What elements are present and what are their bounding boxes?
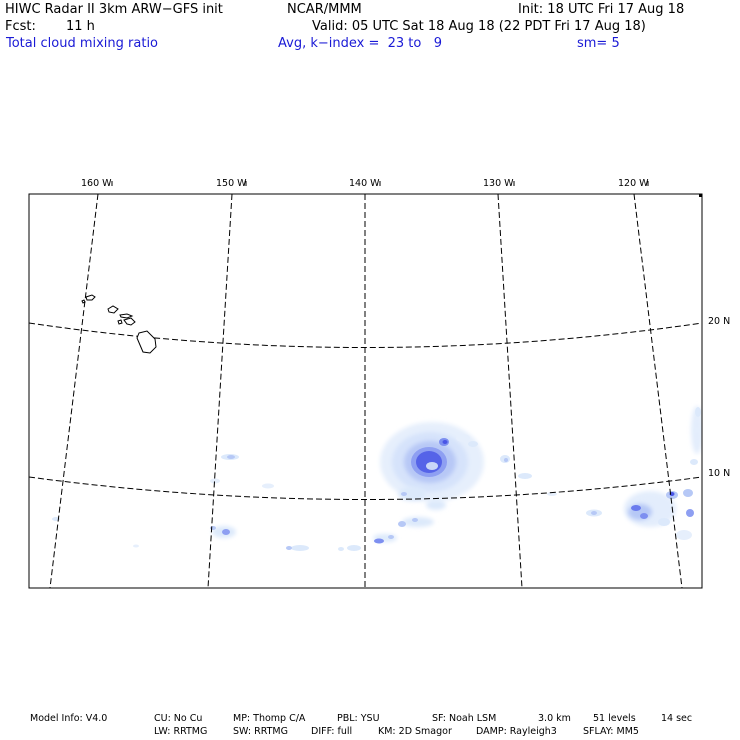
forecast-hours: 11 h bbox=[66, 19, 95, 34]
model-title: HIWC Radar II 3km ARW−GFS init bbox=[5, 2, 223, 17]
footer-diffusion: DIFF: full bbox=[311, 726, 353, 737]
meridian-120w bbox=[633, 194, 683, 588]
lon-label-120w: 120 W bbox=[618, 178, 649, 189]
footer-sflay: SFLAY: MM5 bbox=[583, 726, 639, 737]
footer-pbl: PBL: YSU bbox=[337, 713, 380, 724]
footer-microphysics: MP: Thomp C/A bbox=[233, 713, 306, 724]
oahu-island bbox=[107, 305, 119, 314]
footer-longwave: LW: RRTMG bbox=[154, 726, 208, 737]
scattered-clouds-west bbox=[52, 454, 274, 548]
footer-damping: DAMP: Rayleigh3 bbox=[476, 726, 557, 737]
graticule bbox=[29, 194, 702, 588]
big-island-hawaii bbox=[136, 330, 157, 354]
footer-resolution: 3.0 km bbox=[538, 713, 571, 724]
lon-label-150w: 150 W bbox=[216, 178, 247, 189]
rain-band-clouds bbox=[286, 517, 434, 551]
lanai-island bbox=[117, 319, 123, 325]
frame-corner-mark bbox=[699, 194, 702, 197]
footer-surface: SF: Noah LSM bbox=[432, 713, 497, 724]
niihau-island bbox=[81, 299, 86, 304]
forecast-label: Fcst: bbox=[5, 19, 36, 34]
footer-model-info: Model Info: V4.0 bbox=[30, 713, 108, 724]
footer-timestep: 14 sec bbox=[661, 713, 693, 724]
footer-levels: 51 levels bbox=[593, 713, 636, 724]
field-name: Total cloud mixing ratio bbox=[6, 36, 159, 51]
map-frame bbox=[28, 193, 703, 589]
longitude-ticks bbox=[111, 181, 649, 186]
lon-label-130w: 130 W bbox=[483, 178, 514, 189]
scattered-clouds-east bbox=[500, 406, 702, 540]
valid-time: Valid: 05 UTC Sat 18 Aug 18 (22 PDT Fri … bbox=[312, 19, 646, 34]
meridian-160w bbox=[49, 194, 99, 588]
meridian-130w bbox=[497, 194, 523, 588]
cloud-field bbox=[52, 406, 702, 551]
init-time: Init: 18 UTC Fri 17 Aug 18 bbox=[518, 2, 685, 17]
parallel-20n bbox=[29, 322, 702, 348]
cyclone-cloud-system bbox=[380, 422, 484, 510]
parallel-10n bbox=[29, 476, 702, 500]
molokai-island bbox=[119, 313, 134, 319]
footer-shortwave: SW: RRTMG bbox=[233, 726, 288, 737]
lon-label-140w: 140 W bbox=[349, 178, 380, 189]
meridian-150w bbox=[207, 194, 233, 588]
lat-label-20n: 20 N bbox=[708, 316, 731, 327]
maui-island bbox=[123, 317, 136, 326]
lon-label-160w: 160 W bbox=[81, 178, 112, 189]
org-label: NCAR/MMM bbox=[287, 2, 362, 17]
kauai-island bbox=[85, 294, 96, 301]
level-average: Avg, k−index = 23 to 9 bbox=[278, 36, 443, 51]
smoothing: sm= 5 bbox=[577, 36, 620, 51]
lat-label-10n: 10 N bbox=[708, 468, 731, 479]
footer-cumulus: CU: No Cu bbox=[154, 713, 203, 724]
footer-km: KM: 2D Smagor bbox=[378, 726, 452, 737]
hawaiian-islands bbox=[81, 294, 157, 354]
